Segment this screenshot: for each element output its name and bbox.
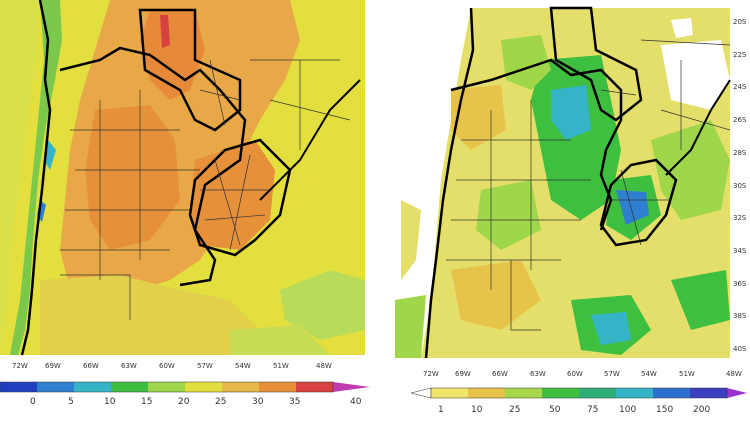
right-precipitation-map: 20S 22S 24S 26S 28S 30S 32S 34S 36S 38S …: [395, 6, 747, 415]
right-cb-label-3: 50: [549, 405, 561, 415]
right-cb-label-5: 100: [619, 405, 636, 415]
left-lon-label-4: 60W: [159, 362, 175, 370]
right-lon-label-5: 57W: [604, 370, 620, 378]
left-temperature-map: 72W 69W 66W 63W 60W 57W 54W 51W 48W 0: [0, 0, 370, 407]
left-cb-label-8: 40: [350, 397, 362, 407]
right-lon-label-7: 51W: [679, 370, 695, 378]
left-lon-label-3: 63W: [121, 362, 137, 370]
andes-green-strip: [10, 0, 62, 355]
left-lon-label-7: 51W: [273, 362, 289, 370]
left-lon-label-1: 69W: [45, 362, 61, 370]
right-map-panel: 20S 22S 24S 26S 28S 30S 32S 34S 36S 38S …: [391, 0, 750, 422]
left-lon-label-6: 54W: [235, 362, 251, 370]
right-lat-label-7: 34S: [733, 247, 747, 255]
left-cb-label-5: 25: [215, 397, 226, 407]
right-lon-label-3: 63W: [530, 370, 546, 378]
right-lat-label-10: 40S: [733, 345, 747, 353]
right-lon-label-1: 69W: [455, 370, 471, 378]
right-lat-label-1: 22S: [733, 51, 747, 59]
left-lon-label-5: 57W: [197, 362, 213, 370]
right-cb-label-7: 200: [693, 405, 710, 415]
right-lon-label-8: 48W: [726, 370, 742, 378]
left-cb-label-7: 35: [289, 397, 300, 407]
right-lat-label-3: 26S: [733, 116, 747, 124]
left-map-panel: 72W 69W 66W 63W 60W 57W 54W 51W 48W 0: [0, 0, 370, 407]
right-lat-label-6: 32S: [733, 214, 747, 222]
left-cb-label-4: 20: [178, 397, 190, 407]
left-cb-label-1: 5: [68, 397, 74, 407]
right-lon-label-0: 72W: [423, 370, 439, 378]
left-cb-label-6: 30: [252, 397, 264, 407]
left-cb-label-0: 0: [30, 397, 36, 407]
right-lon-label-4: 60W: [567, 370, 583, 378]
left-colorbar: [0, 381, 370, 393]
right-cb-label-6: 150: [656, 405, 673, 415]
right-cb-label-1: 10: [471, 405, 483, 415]
right-lat-label-8: 36S: [733, 280, 747, 288]
right-lon-label-2: 66W: [492, 370, 508, 378]
right-lat-label-9: 38S: [733, 312, 747, 320]
right-cb-label-4: 75: [587, 405, 598, 415]
left-cb-label-3: 15: [141, 397, 152, 407]
left-lon-label-0: 72W: [12, 362, 28, 370]
right-lat-label-5: 30S: [733, 182, 747, 190]
right-lat-label-0: 20S: [733, 18, 747, 26]
left-cb-label-2: 10: [104, 397, 116, 407]
right-cb-label-2: 25: [509, 405, 520, 415]
right-colorbar: [410, 387, 747, 399]
right-lon-label-6: 54W: [641, 370, 657, 378]
left-lon-label-8: 48W: [316, 362, 332, 370]
right-lat-label-2: 24S: [733, 83, 747, 91]
left-lon-label-2: 66W: [83, 362, 99, 370]
right-cb-label-0: 1: [438, 405, 444, 415]
right-lat-label-4: 28S: [733, 149, 747, 157]
